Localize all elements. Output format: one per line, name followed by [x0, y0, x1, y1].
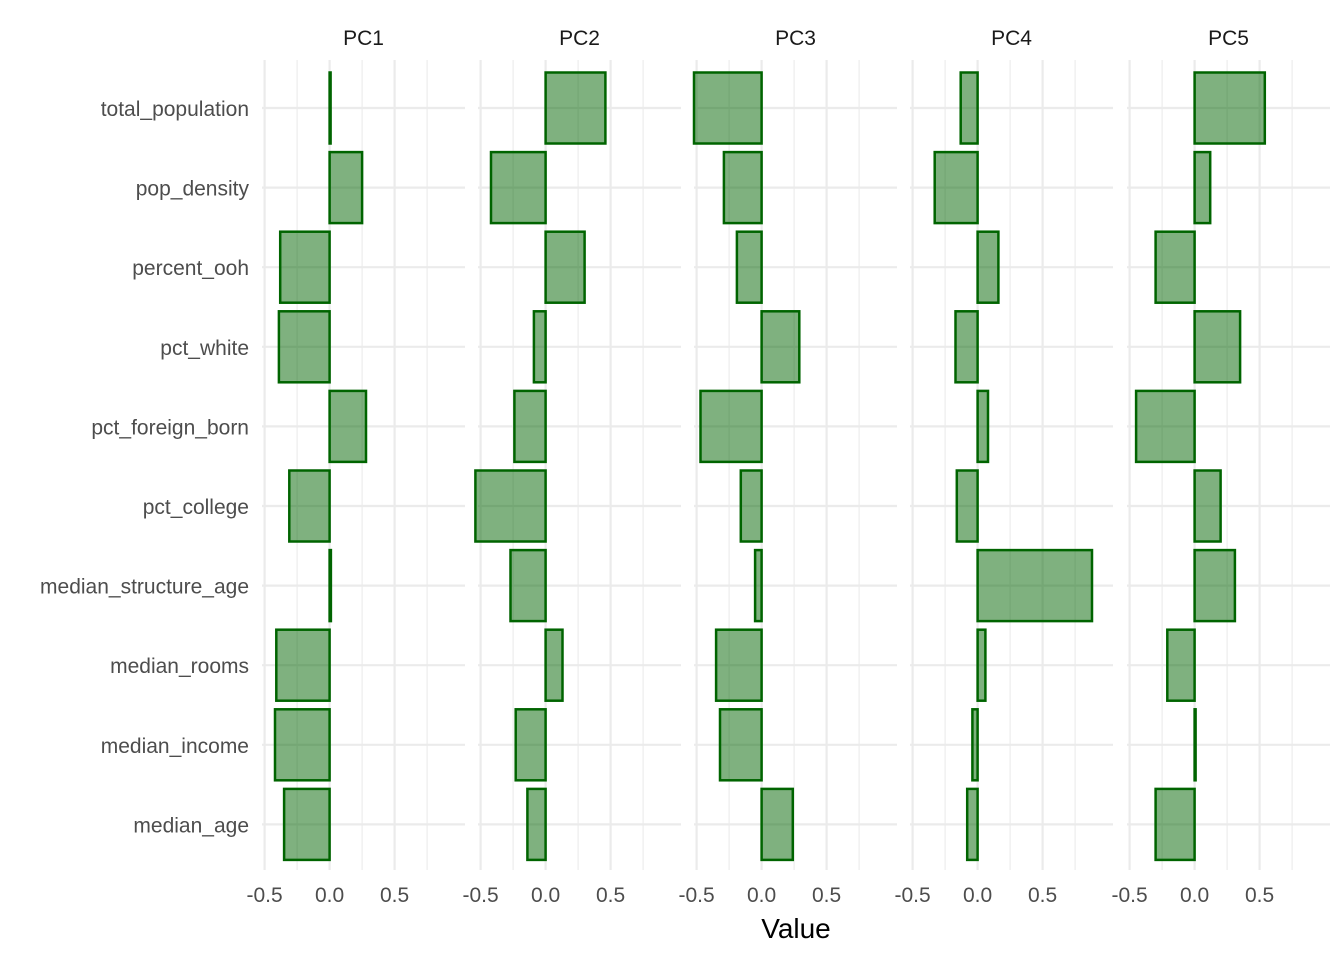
y-axis-labels: total_population pop_density percent_oohpc… [40, 98, 249, 837]
x-tick-label: 0.5 [812, 884, 841, 907]
x-tick-label: 0.5 [1028, 884, 1057, 907]
bar-pc5-median-rooms [1166, 628, 1196, 702]
bar-pc2-percent-ooh [544, 230, 586, 304]
x-tick-label: 0.5 [1245, 884, 1274, 907]
panel-pc5: PC5 -0.5 0.0 0.5 [1112, 27, 1330, 907]
y-label-pct-college: pct_college [143, 496, 249, 519]
y-label-pop-density: pop_density [136, 178, 250, 201]
panel-pc3: PC3 -0.5 0.0 0.5 [679, 27, 897, 907]
y-label-total-population: total_population [101, 98, 249, 121]
facet-strip-label: PC5 [1208, 27, 1249, 50]
bar-pc4-pct-foreign-born [976, 389, 990, 464]
panel-pc2: PC2 -0.5 0.0 0.5 [463, 27, 681, 907]
facet-strip-label: PC4 [991, 27, 1032, 50]
bar-pc3-median-rooms [714, 628, 763, 702]
bar-pc2-median-rooms [544, 628, 564, 702]
bar-pc2-median-structure-age [509, 548, 547, 623]
x-tick-label: 0.0 [315, 884, 344, 907]
bar-pc5-pct-white [1193, 310, 1242, 384]
bar-pc3-pop-density [722, 150, 763, 225]
x-tick-label: 0.0 [963, 884, 992, 907]
x-tick-label: -0.5 [679, 884, 715, 907]
bar-pc1-percent-ooh [278, 230, 331, 304]
y-label-median-age: median_age [133, 814, 249, 837]
x-tick-label: -0.5 [1112, 884, 1148, 907]
bar-pc5-median-income [1193, 708, 1197, 782]
x-tick-label: 0.5 [380, 884, 409, 907]
panel-pc1: PC1 -0.5 0.0 0.5 [247, 27, 465, 907]
x-axis-title: Value [761, 913, 831, 944]
facet-strip-label: PC3 [775, 27, 816, 50]
bar-pc1-median-structure-age [328, 548, 333, 623]
bar-pc1-pct-white [277, 310, 331, 384]
bar-pc1-pop-density [328, 150, 364, 225]
bar-pc4-percent-ooh [976, 230, 1000, 304]
bar-pc2-pct-college [474, 469, 547, 543]
bar-pc5-median-age [1154, 787, 1196, 862]
x-tick-label: 0.0 [1180, 884, 1209, 907]
x-tick-label: -0.5 [895, 884, 931, 907]
bar-pc4-median-age [965, 787, 979, 862]
bar-pc2-median-income [514, 708, 547, 782]
bar-pc2-pop-density [489, 150, 547, 225]
bar-pc3-median-income [718, 708, 763, 782]
x-tick-label: -0.5 [463, 884, 499, 907]
bar-pc1-pct-foreign-born [328, 389, 368, 464]
x-tick-label: -0.5 [247, 884, 283, 907]
bar-pc5-pop-density [1193, 150, 1212, 225]
bar-pc2-median-age [526, 787, 547, 862]
bar-pc1-median-age [282, 787, 331, 862]
bar-pc4-total-population [959, 71, 979, 145]
bar-pc5-pct-college [1193, 469, 1222, 543]
bar-pc4-median-structure-age [976, 548, 1094, 623]
bar-pc4-pct-white [954, 310, 979, 384]
bar-pc3-pct-foreign-born [699, 389, 763, 464]
bar-pc1-total-population [328, 71, 332, 145]
x-tick-label: 0.0 [531, 884, 560, 907]
bar-pc1-pct-college [288, 469, 331, 543]
bar-pc4-pct-college [955, 469, 979, 543]
bar-pc4-pop-density [933, 150, 979, 225]
bar-pc2-pct-white [532, 310, 547, 384]
bar-pc2-total-population [544, 71, 607, 145]
bar-pc5-median-structure-age [1193, 548, 1237, 623]
bar-pc3-percent-ooh [735, 230, 763, 304]
bar-pc3-total-population [692, 71, 763, 145]
bar-pc1-median-rooms [275, 628, 331, 702]
y-label-pct-foreign-born: pct_foreign_born [91, 416, 249, 439]
facet-strip-label: PC1 [343, 27, 384, 50]
panel-pc4: PC4 -0.5 0.0 0.5 [895, 27, 1113, 907]
bar-pc1-median-income [273, 708, 331, 782]
bar-pc3-pct-white [760, 310, 801, 384]
x-tick-label: 0.5 [596, 884, 625, 907]
facet-strip-label: PC2 [559, 27, 600, 50]
y-label-percent-ooh: percent_ooh [132, 257, 249, 280]
x-tick-label: 0.0 [747, 884, 776, 907]
bar-pc4-median-income [971, 708, 979, 782]
bar-pc3-median-age [760, 787, 795, 862]
bar-pc2-pct-foreign-born [513, 389, 547, 464]
bar-pc5-total-population [1193, 71, 1267, 145]
bar-pc3-median-structure-age [753, 548, 763, 623]
y-label-median-structure-age: median_structure_age [40, 576, 249, 599]
bar-pc4-median-rooms [976, 628, 987, 702]
y-label-median-income: median_income [101, 735, 249, 758]
bar-pc3-pct-college [739, 469, 763, 543]
bar-pc5-pct-foreign-born [1134, 389, 1196, 464]
y-label-pct-white: pct_white [160, 337, 249, 360]
y-label-median-rooms: median_rooms [110, 655, 249, 678]
bar-pc5-percent-ooh [1154, 230, 1196, 304]
